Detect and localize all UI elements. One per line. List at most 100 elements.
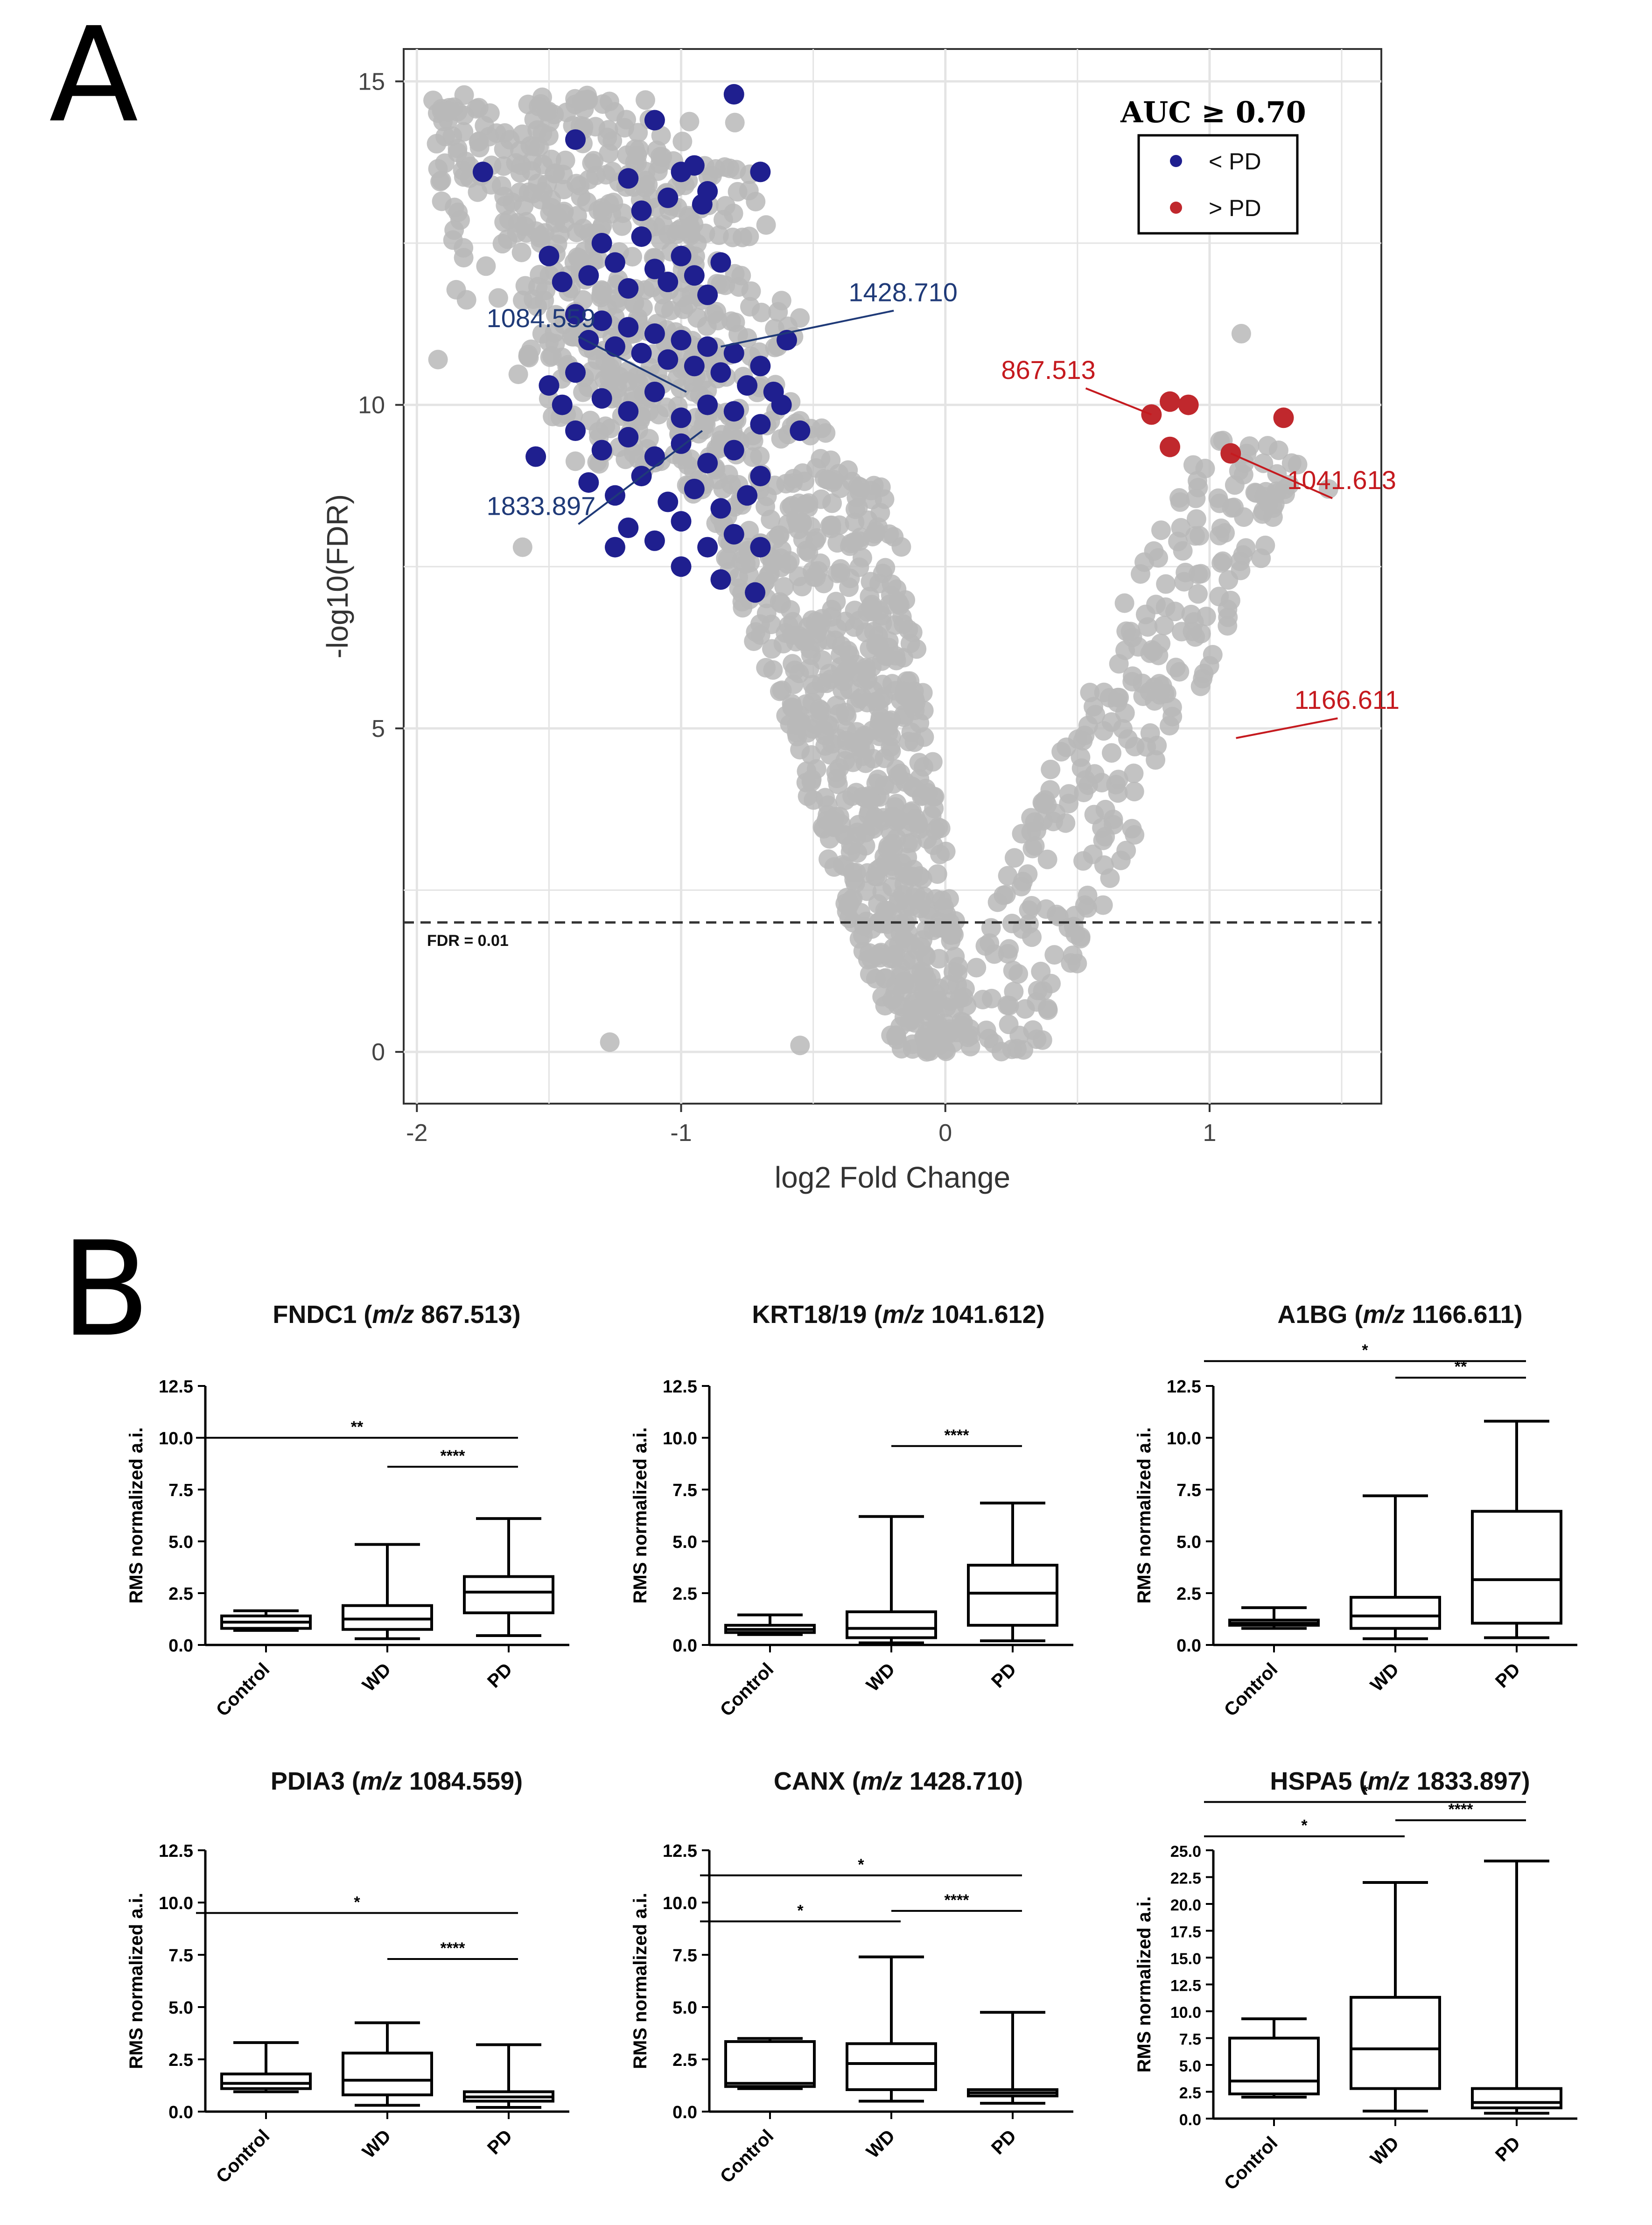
grey-point <box>760 564 780 584</box>
grey-point <box>588 422 609 442</box>
grey-point <box>861 572 881 592</box>
grey-point <box>1122 672 1142 692</box>
box-iqr <box>724 2040 816 2088</box>
blue-point <box>710 252 731 273</box>
grey-point <box>807 528 827 548</box>
grey-point <box>999 1015 1019 1035</box>
grey-point <box>1239 436 1260 456</box>
grey-point <box>872 651 892 671</box>
blue-point <box>565 129 586 150</box>
panel-a-letter: A <box>49 0 139 152</box>
grey-point <box>541 149 561 169</box>
y-tick-label: 5.0 <box>672 1532 697 1552</box>
blue-point <box>684 356 705 377</box>
grey-point <box>821 450 841 470</box>
box-iqr <box>342 1604 433 1631</box>
grey-point <box>1004 848 1024 868</box>
grey-point <box>957 996 977 1016</box>
grey-point <box>616 110 637 130</box>
blue-point <box>658 491 679 512</box>
grey-point <box>571 187 591 207</box>
grey-point <box>1075 895 1095 915</box>
title-mz-label: m/z <box>360 1767 402 1795</box>
box-plot-title: A1BG (m/z 1166.611) <box>1277 1301 1522 1329</box>
grey-point <box>1218 616 1238 636</box>
grey-point <box>826 695 847 715</box>
y-tick-label: 0.0 <box>672 1636 697 1656</box>
blue-point <box>658 349 679 370</box>
blue-point <box>618 427 639 448</box>
grey-point <box>756 603 777 623</box>
x-tick-label: PD <box>987 1659 1020 1692</box>
title-mz-value: 867.513) <box>414 1301 520 1329</box>
y-axis-title: RMS normalized a.i. <box>126 1893 147 2069</box>
grey-point <box>842 786 862 806</box>
grey-point <box>818 470 838 490</box>
grey-point <box>826 762 846 782</box>
grey-point <box>836 721 856 741</box>
blue-point <box>750 466 771 487</box>
blue-point <box>658 187 679 208</box>
annotation-leader <box>578 336 687 393</box>
blue-point <box>618 518 639 539</box>
y-tick-label: 2.5 <box>672 1584 697 1604</box>
blue-point <box>578 329 599 350</box>
grey-point <box>1140 723 1160 743</box>
grey-point <box>1211 553 1232 573</box>
grey-point <box>512 537 532 557</box>
grey-point <box>998 866 1018 886</box>
grey-point <box>859 786 879 806</box>
grey-point <box>906 884 926 904</box>
box-iqr <box>463 1575 554 1615</box>
grey-point <box>1115 703 1135 723</box>
grey-point <box>838 641 858 661</box>
grey-point <box>612 216 632 236</box>
box-plot-pdia3: PDIA3 (m/z 1084.559) 0.0 2.5 5.0 7.5 10.0 12.5… <box>126 1767 569 2187</box>
grey-point <box>1186 509 1206 529</box>
grey-point <box>546 305 566 325</box>
y-tick-label: 20.0 <box>1170 1896 1201 1914</box>
y-tick-label: 0.0 <box>168 2103 193 2122</box>
grey-point <box>798 786 818 806</box>
blue-point <box>710 498 731 519</box>
grey-point <box>573 382 593 402</box>
annotation-label: 1833.897 <box>487 491 596 520</box>
blue-point <box>591 440 612 461</box>
significance-stars: **** <box>1449 1801 1474 1819</box>
title-open-paren: ( <box>845 1767 861 1795</box>
grey-point <box>479 126 499 147</box>
grey-point <box>999 939 1019 959</box>
x-tick-label: Control <box>716 1659 778 1721</box>
blue-point <box>723 440 744 461</box>
grey-point <box>1071 927 1091 947</box>
grey-point <box>586 117 606 137</box>
grey-point <box>1102 743 1122 763</box>
significance-stars: ** <box>1455 1358 1467 1376</box>
grey-point <box>847 693 867 713</box>
box-iqr <box>846 1610 937 1639</box>
grey-point <box>879 595 899 615</box>
grey-point <box>636 170 656 190</box>
y-tick-label: 0.0 <box>168 1636 193 1656</box>
blue-point <box>697 537 718 558</box>
blue-point <box>671 245 692 266</box>
blue-point <box>777 329 798 350</box>
grey-point <box>815 788 835 808</box>
grey-point <box>712 425 732 445</box>
grey-point <box>786 632 806 652</box>
grey-point <box>941 925 961 945</box>
blue-point <box>644 110 665 131</box>
grey-point <box>1073 731 1093 751</box>
blue-point <box>671 329 692 350</box>
title-mz-label: m/z <box>861 1767 903 1795</box>
grey-point <box>1073 851 1093 871</box>
grey-point <box>922 805 942 826</box>
annotation-label: 1041.613 <box>1287 465 1396 495</box>
grey-point <box>887 579 907 599</box>
grey-point <box>1109 654 1129 674</box>
grey-point <box>633 298 653 318</box>
grey-points <box>423 85 1338 1062</box>
y-tick-label: 7.5 <box>672 1946 697 1966</box>
grey-point <box>779 497 799 518</box>
grey-point <box>790 308 810 328</box>
